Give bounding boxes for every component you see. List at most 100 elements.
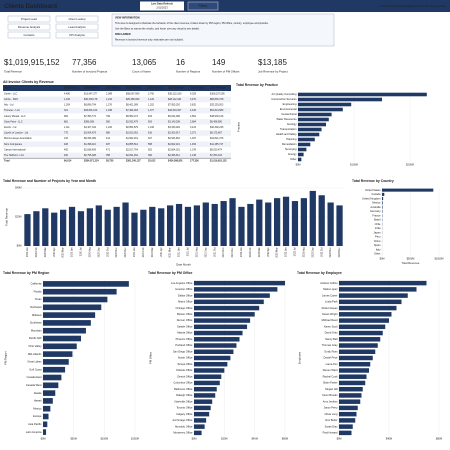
table-cell: 2,760: [148, 92, 155, 95]
x-tick-label: $500M: [407, 258, 415, 261]
table-cell: 3,470: [190, 98, 197, 101]
x-tick-label: $20M: [221, 438, 227, 441]
table-cell: $7,353,772: [84, 115, 97, 118]
bar: [339, 312, 392, 317]
bar: [194, 280, 285, 286]
table-cell: 1,120: [148, 98, 155, 101]
bar: [298, 152, 304, 157]
table-title: All Invoice Clients by Revenue: [3, 80, 54, 84]
y-tick-label: Mountain: [31, 328, 42, 332]
y-tick-label: James Carter: [322, 293, 338, 297]
bar: [43, 288, 117, 295]
bar: [43, 398, 53, 404]
y-tick-label: Air Quality Consulting: [272, 92, 297, 96]
table-cell: $2,810,091: [126, 132, 139, 135]
filters-label: Filters: [199, 4, 208, 8]
row-stripe: [3, 141, 231, 147]
y-tick-label: Health and Safety: [276, 132, 297, 136]
x-tick-label: 2020 Jun: [72, 247, 74, 257]
table-cell: $2,922,479: [126, 120, 139, 123]
nav-button[interactable]: [55, 15, 99, 23]
x-tick-label: $100M: [350, 164, 358, 167]
y-tick-label: Raleigh Office: [176, 393, 193, 397]
x-tick-label: 2020 May: [63, 247, 65, 258]
y-tick-label: Laura Kim: [326, 362, 338, 366]
table-cell: 813: [148, 115, 153, 118]
bar: [194, 337, 240, 342]
nav-button[interactable]: [7, 15, 51, 23]
y-tick-label: Seattle Office: [177, 324, 193, 328]
filters-button[interactable]: [187, 1, 219, 11]
y-tick-label: Energy: [288, 152, 297, 156]
nav-button[interactable]: [7, 23, 51, 31]
table-cell: $108,237,556: [210, 92, 225, 95]
table-header: [3, 85, 231, 91]
x-tick-label: 2020 Feb: [36, 247, 38, 257]
x-tick-label: 2021 Nov: [223, 247, 225, 258]
bar: [339, 430, 352, 436]
y-tick-label: Olivia Long: [325, 412, 339, 416]
y-tick-label: Robert Hayes: [322, 306, 339, 310]
x-tick-label: 2022 Jul: [295, 247, 297, 256]
x-tick-label: 2020 Dec: [125, 247, 127, 258]
table-cell: 1,077: [148, 109, 155, 112]
table-cell: $13,947,377: [84, 92, 98, 95]
nav-label: Client Lookup: [68, 17, 86, 21]
bar: [104, 209, 111, 246]
bar: [298, 102, 352, 107]
column-header: Total Revenue: [210, 87, 226, 90]
table-cell: $7,253,103: [210, 154, 223, 157]
bar: [339, 386, 363, 392]
table-cell: 1,106: [64, 98, 71, 101]
table-cell: 2,564: [190, 115, 197, 118]
total-cell: $284,071,224: [84, 160, 99, 163]
nav-button[interactable]: [55, 23, 99, 31]
bar: [194, 393, 216, 398]
y-tick-label: San Diego Office: [173, 349, 193, 353]
x-tick-label: 2021 Dec: [232, 247, 234, 258]
table-cell: 1,037: [190, 137, 197, 140]
y-tick-label: Germany: [370, 209, 381, 213]
table-cell: 1,354: [64, 104, 71, 107]
bar: [327, 202, 334, 246]
table-cell: $83,836,708: [210, 98, 224, 101]
bar: [336, 205, 343, 246]
y-tick-label: China: [374, 239, 381, 243]
y-tick-label: Dallas Office: [178, 293, 193, 297]
table-cell: $11,155,747: [210, 143, 224, 146]
kpi-label: Number of Regions: [176, 70, 201, 74]
bar: [382, 188, 434, 192]
y-tick-label: Environmental: [280, 107, 297, 111]
total-cell: Total: [4, 160, 10, 163]
total-cell: 52,612: [148, 160, 156, 163]
y-tick-label: Rachel Cook: [323, 374, 339, 378]
bar: [339, 337, 381, 342]
chart-title: Total Revenue and Number of Projects by …: [3, 179, 96, 183]
table-cell: $36,222,180: [168, 92, 182, 95]
y-tick-label: Los Angeles Office: [171, 281, 193, 285]
x-tick-label: $80M: [436, 438, 442, 441]
nav-button[interactable]: [7, 31, 51, 39]
bar: [86, 208, 93, 246]
bar: [131, 212, 138, 246]
y-tick-label: Boston Office: [177, 312, 193, 316]
table-cell: 1,453: [190, 143, 197, 146]
bar: [194, 386, 217, 392]
bar: [339, 305, 397, 311]
y-tick-label: Midwest: [32, 313, 42, 317]
y-tick-label: Construction Services: [271, 97, 297, 101]
y-tick-label: Nashville Office: [175, 399, 194, 403]
x-tick-label: $150M: [131, 438, 139, 441]
info-line: Revenue is invoiced revenue only; estima…: [115, 39, 184, 42]
bar: [194, 430, 202, 436]
y-tick-label: Texas: [35, 297, 42, 301]
nav-button[interactable]: [55, 31, 99, 39]
y-tick-label: Chile: [375, 222, 381, 226]
table-cell: Noro Companies: [4, 143, 23, 146]
bar: [43, 405, 51, 412]
email-note: Email: financial.reporting@global.com wi…: [380, 4, 446, 8]
chart-title: Total Revenue by Employee: [297, 271, 342, 275]
y-tick-label: Maria Lopez: [323, 287, 338, 291]
bar: [158, 208, 165, 246]
bar: [113, 206, 120, 246]
